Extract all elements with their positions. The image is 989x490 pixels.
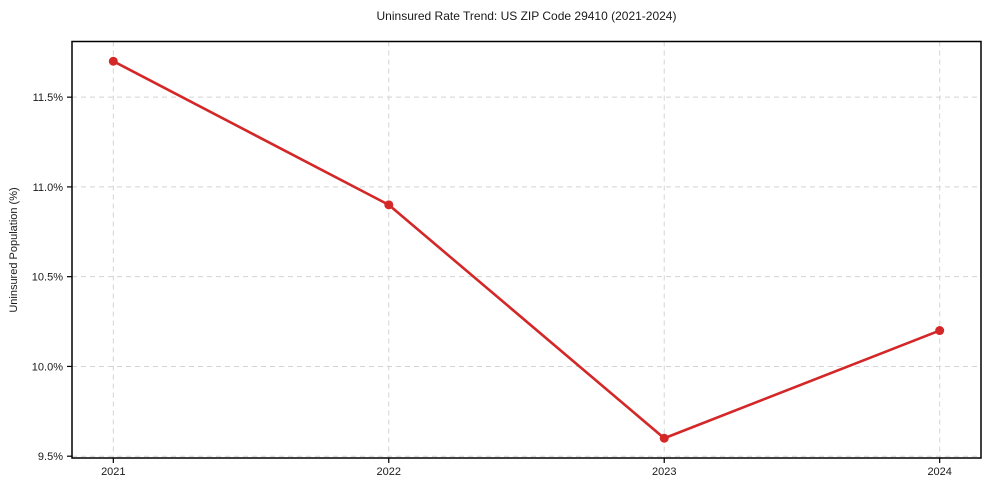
data-point xyxy=(935,326,945,336)
x-tick-label: 2022 xyxy=(377,466,401,478)
y-axis-label: Uninsured Population (%) xyxy=(8,187,20,313)
chart-title: Uninsured Rate Trend: US ZIP Code 29410 … xyxy=(376,9,677,23)
data-point xyxy=(384,200,394,210)
y-tick-label: 11.0% xyxy=(33,182,64,194)
y-tick-label: 11.5% xyxy=(33,92,64,104)
x-tick-label: 2024 xyxy=(927,466,951,478)
y-tick-label: 9.5% xyxy=(38,451,63,463)
x-tick-label: 2021 xyxy=(101,466,125,478)
data-point xyxy=(659,433,669,443)
plot-border xyxy=(71,40,982,459)
y-tick-label: 10.5% xyxy=(32,272,63,284)
y-tick-label: 10.0% xyxy=(32,361,63,373)
x-tick-label: 2023 xyxy=(652,466,676,478)
trend-line xyxy=(112,59,941,440)
data-point xyxy=(108,56,118,66)
